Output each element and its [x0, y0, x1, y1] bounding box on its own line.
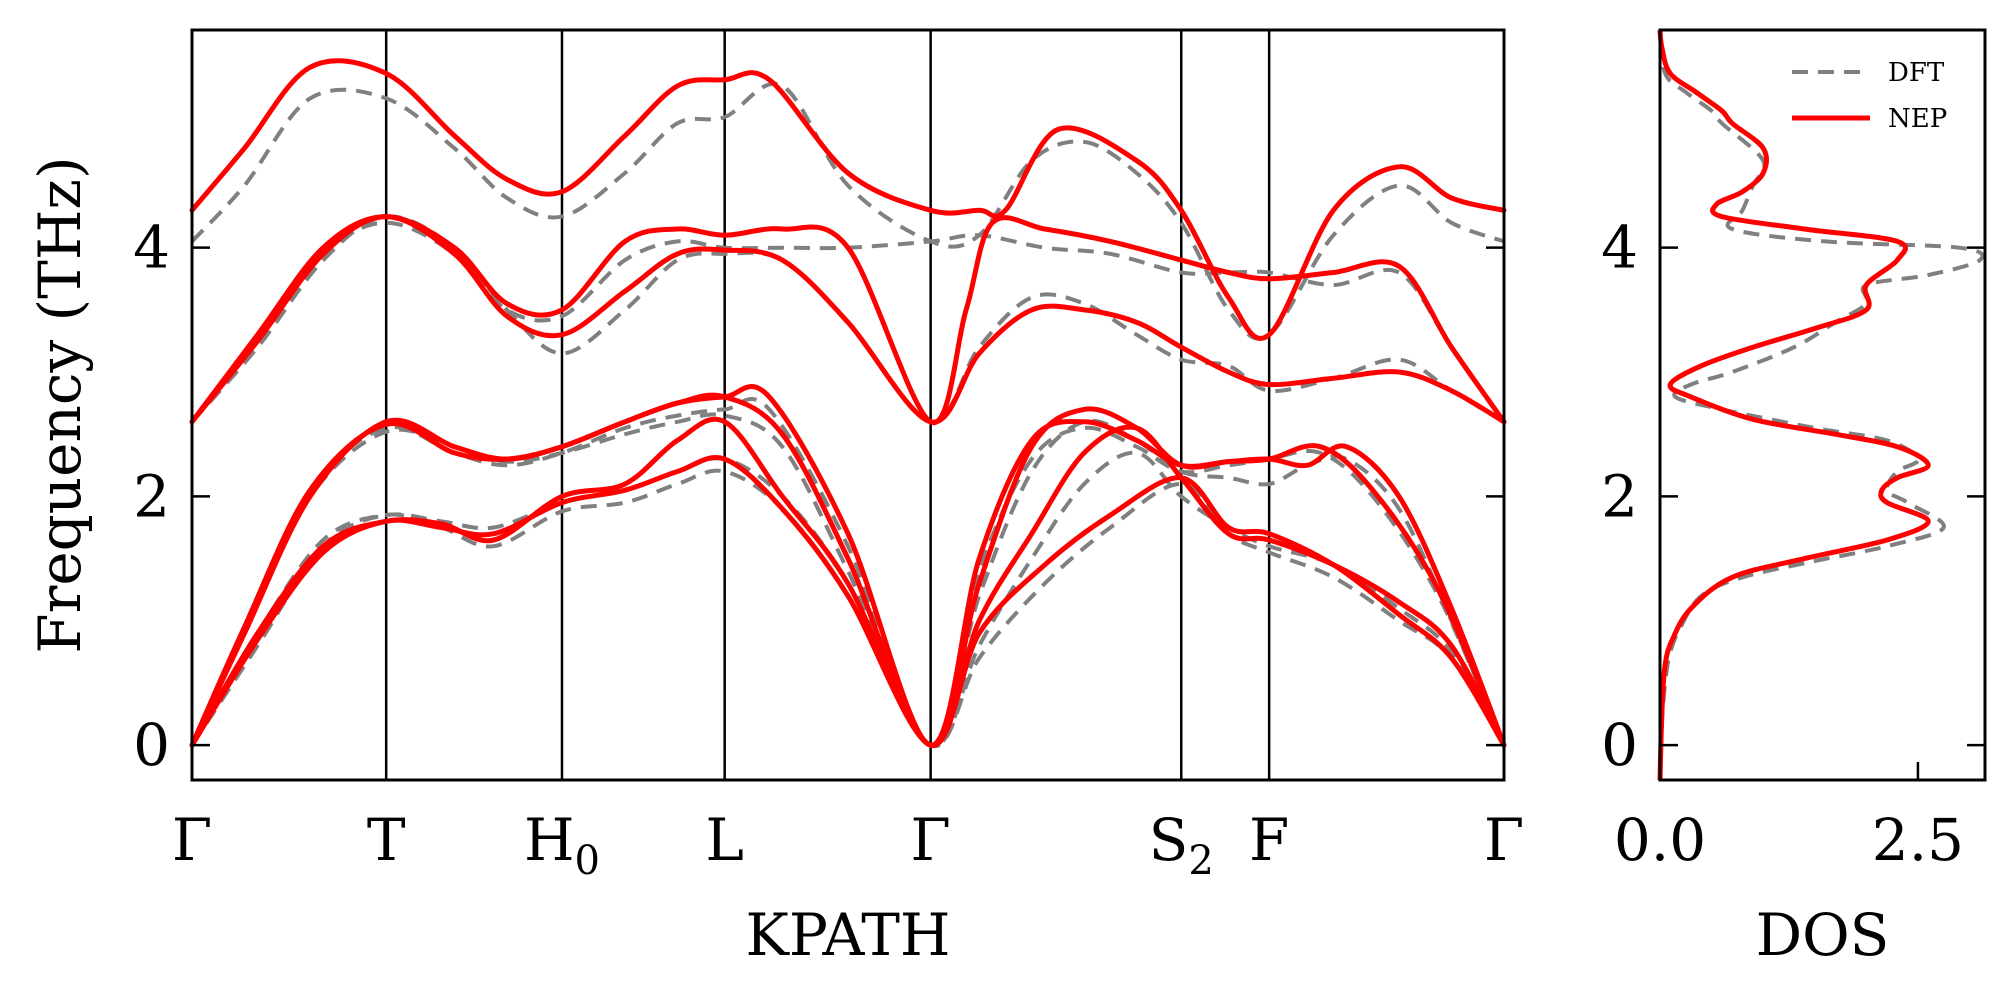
high-symmetry-label: T: [367, 806, 406, 874]
series-nep: [189, 58, 1507, 748]
high-symmetry-label: Γ: [911, 806, 951, 874]
high-symmetry-label: L: [705, 806, 744, 874]
band-line-nep: [189, 416, 1507, 748]
dispersion-y-ticks: 0 2 4: [133, 214, 1504, 779]
high-symmetry-lines: [384, 30, 1271, 780]
band-line-dft: [190, 468, 1506, 749]
dos-x-tick-label: 2.5: [1872, 806, 1964, 874]
series-dft: [190, 81, 1506, 749]
band-line-dft: [190, 397, 1506, 748]
y-axis-title: Frequency (THz): [26, 156, 94, 653]
dos-x-tick-label: 0.0: [1614, 806, 1706, 874]
band-line-nep: [189, 384, 1507, 748]
high-symmetry-subscript: 0: [575, 838, 600, 884]
dos-panel: 0 2 4 0.0 2.5 DOS DFT NEP: [1601, 28, 1987, 969]
high-symmetry-label: Γ: [1484, 806, 1524, 874]
y-tick-label: 4: [133, 214, 170, 282]
legend-label-dft: DFT: [1888, 58, 1945, 88]
band-line-nep: [189, 58, 1507, 341]
dos-ticks: 0 2 4 0.0 2.5: [1601, 214, 1985, 874]
legend: DFT NEP: [1792, 58, 1947, 134]
y-tick-label: 2: [133, 462, 170, 530]
band-line-nep: [189, 455, 1507, 748]
high-symmetry-label: Γ: [172, 806, 212, 874]
dos-series: [1657, 29, 1985, 781]
high-symmetry-label: F: [1249, 806, 1289, 874]
dos-line-dft: [1658, 29, 1985, 781]
legend-label-nep: NEP: [1888, 104, 1947, 134]
high-symmetry-label: S2: [1149, 806, 1214, 884]
dos-y-tick-label: 4: [1601, 214, 1638, 282]
dos-axes-frame: [1658, 28, 1987, 782]
dos-x-axis-title: DOS: [1756, 901, 1890, 969]
band-line-dft: [190, 81, 1505, 341]
dos-y-tick-label: 2: [1601, 462, 1638, 530]
high-symmetry-label: H0: [524, 806, 600, 884]
band-line-nep: [189, 214, 1507, 426]
high-symmetry-labels: Γ T H0 L Γ S2 F Γ: [172, 806, 1524, 884]
y-tick-label: 0: [133, 711, 170, 779]
dos-line-nep: [1657, 29, 1931, 781]
dispersion-panel: 0 2 4 Γ T H0 L Γ S2 F Γ KPATH Frequency (THz): [26, 28, 1524, 969]
dispersion-axes-frame: [190, 28, 1506, 782]
dos-y-tick-label: 0: [1601, 711, 1638, 779]
x-axis-title: KPATH: [745, 901, 950, 969]
high-symmetry-subscript: 2: [1188, 838, 1213, 884]
dispersion-series: [189, 58, 1507, 749]
